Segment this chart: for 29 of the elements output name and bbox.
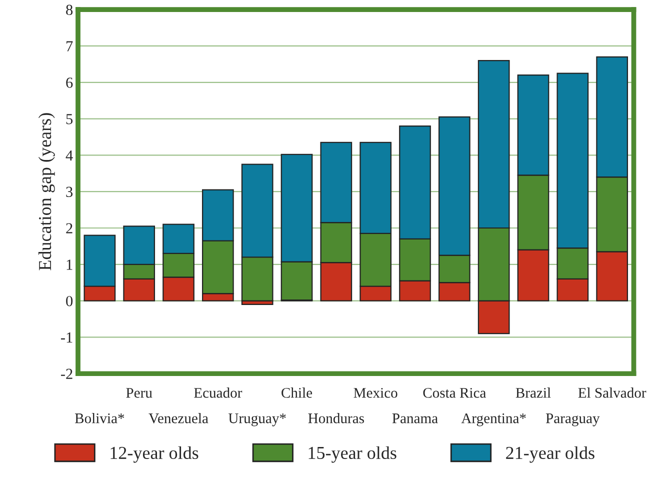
y-tick-label: 1	[66, 260, 72, 270]
x-tick-label: Honduras	[308, 412, 364, 424]
y-tick-label: -2	[60, 368, 72, 379]
y-tick-label: 7	[66, 41, 73, 52]
x-tick-label: Panama	[392, 414, 438, 424]
y-tick-label: 3	[66, 186, 73, 198]
y-tick-label: 2	[66, 223, 72, 234]
y-tick-label: 5	[66, 114, 73, 124]
y-tick-label: 0	[66, 296, 73, 306]
x-tick-label: Uruguay*	[228, 414, 286, 426]
legend-label: 15-year olds	[308, 446, 396, 463]
legend-label: 12-year olds	[110, 446, 198, 463]
x-tick-label: Brazil	[516, 388, 551, 398]
x-tick-label: Paraguay	[546, 414, 600, 426]
legend-label: 21-year olds	[506, 446, 594, 463]
x-tick-label: Mexico	[354, 388, 398, 398]
y-tick-label: 4	[66, 150, 73, 160]
x-tick-label: Bolivia*	[74, 412, 124, 424]
y-tick-label: -1	[60, 332, 72, 343]
y-tick-label: 6	[66, 78, 73, 88]
x-tick-label: Peru	[126, 388, 152, 398]
y-tick-label: 8	[66, 4, 73, 16]
x-tick-label: Argentina*	[461, 413, 526, 426]
x-tick-label: Chile	[282, 388, 312, 398]
x-tick-label: Costa Rica	[423, 388, 486, 398]
x-tick-label: Venezuela	[148, 412, 208, 424]
y-axis-title: Education gap (years)	[38, 113, 55, 270]
x-tick-label: Ecuador	[194, 388, 242, 398]
x-tick-label: El Salvador	[578, 388, 646, 398]
